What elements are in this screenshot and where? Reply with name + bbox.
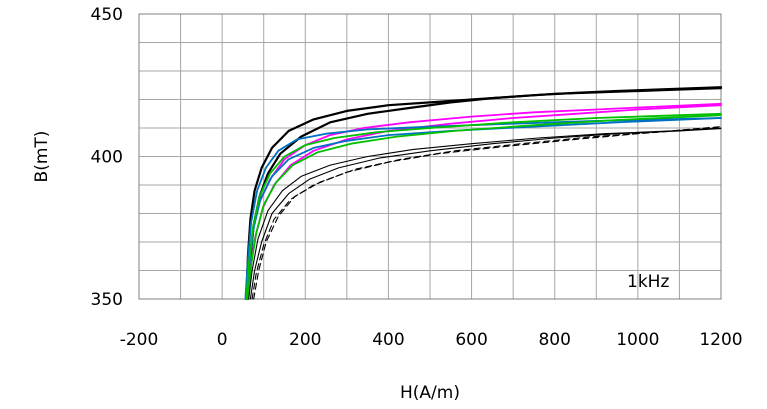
series-line-10 — [249, 128, 722, 300]
series-line-12 — [253, 126, 722, 300]
x-tick-label: 0 — [217, 330, 228, 350]
x-tick-label: 1000 — [616, 330, 659, 350]
x-tick-labels: -200 0 200 400 600 800 1000 1200 — [120, 330, 743, 350]
series-line-8 — [247, 114, 722, 300]
x-tick-label: 800 — [538, 330, 570, 350]
x-tick-label: 600 — [455, 330, 487, 350]
frequency-annotation: 1kHz — [627, 272, 669, 292]
y-axis-title: B(mT) — [32, 131, 52, 183]
x-tick-label: 1200 — [699, 330, 742, 350]
series-line-5 — [244, 117, 722, 300]
plot-frame — [138, 13, 722, 300]
x-tick-label: 200 — [289, 330, 321, 350]
x-tick-label: 400 — [372, 330, 404, 350]
y-tick-labels: 350 400 450 — [91, 5, 123, 310]
x-axis-title: H(A/m) — [400, 383, 460, 403]
series-line-7 — [245, 112, 722, 300]
x-tick-label: -200 — [120, 330, 159, 350]
grid-lines — [139, 14, 721, 299]
series-line-9 — [248, 127, 722, 300]
y-tick-label: 450 — [91, 5, 123, 25]
series-line-4 — [246, 104, 722, 300]
series-layer — [244, 86, 723, 301]
y-tick-label: 400 — [91, 148, 123, 168]
y-tick-label: 350 — [91, 290, 123, 310]
